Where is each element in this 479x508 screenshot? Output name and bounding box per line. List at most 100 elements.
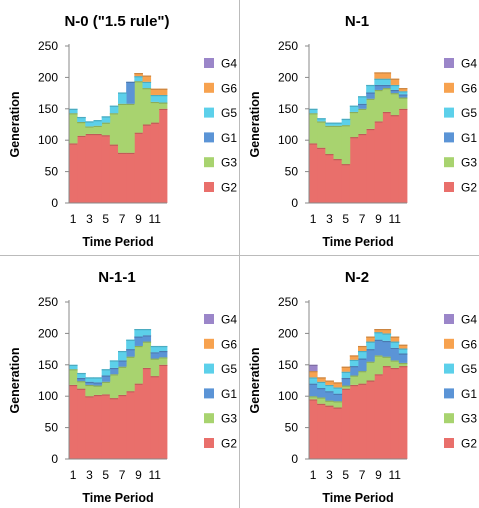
x-tick-label: 3 — [86, 212, 93, 226]
bar-top-edge — [69, 143, 78, 145]
bar-g3-t11 — [150, 358, 160, 377]
bar-g6-t4 — [333, 382, 343, 388]
bar-top-edge — [150, 376, 160, 378]
bar-top-edge — [77, 135, 86, 137]
bar-top-edge — [158, 108, 168, 110]
bar-g3-t2 — [77, 381, 86, 389]
bar-top-edge — [85, 133, 94, 136]
bar-g3-t9 — [134, 345, 143, 384]
bar-top-edge — [142, 75, 152, 77]
bar-top-edge — [109, 144, 119, 146]
bar-top-edge — [126, 356, 135, 358]
y-tick-label: 200 — [38, 70, 58, 84]
x-tick-label: 9 — [135, 212, 142, 226]
bar-top-edge — [93, 125, 103, 127]
bar-top-edge — [158, 345, 168, 348]
x-tick-label: 1 — [310, 212, 317, 226]
bar-top-edge — [309, 143, 318, 145]
bar-top-edge — [341, 118, 351, 121]
bar-g2-t8 — [126, 152, 135, 203]
bar-top-edge — [390, 360, 400, 362]
bar-g6-t7 — [358, 345, 367, 351]
bar-g6-t5 — [341, 366, 351, 372]
y-tick-label: 100 — [38, 389, 58, 403]
bar-g5-t11 — [150, 345, 160, 353]
y-tick-label: 0 — [51, 452, 58, 466]
y-tick-label: 100 — [38, 133, 58, 147]
bar-g3-t12 — [158, 102, 168, 109]
bar-top-edge — [341, 164, 351, 166]
bar-g2-t5 — [101, 394, 111, 459]
bar-top-edge — [358, 350, 367, 353]
bar-g5-t2 — [317, 118, 326, 122]
legend-swatch-g3 — [444, 413, 454, 424]
bar-g5-t7 — [358, 350, 367, 359]
bar-top-edge — [382, 88, 392, 90]
bar-g2-t11 — [150, 122, 160, 203]
bar-g6-t11 — [390, 78, 400, 85]
bar-top-edge — [390, 367, 400, 370]
legend-label-g1: G1 — [461, 387, 477, 401]
bar-g2-t1 — [69, 384, 78, 459]
bar-g3-t10 — [382, 88, 392, 112]
bar-top-edge — [69, 384, 78, 387]
bar-g1-t10 — [382, 84, 392, 89]
bar-top-edge — [349, 375, 359, 377]
bar-top-edge — [77, 116, 86, 119]
y-tick-label: 0 — [51, 196, 58, 210]
bar-top-edge — [109, 398, 119, 400]
bar-top-edge — [398, 353, 408, 355]
bar-g1-t2 — [77, 377, 86, 382]
legend-label-g1: G1 — [221, 387, 237, 401]
bar-top-edge — [142, 367, 152, 370]
legend-swatch-g3 — [204, 413, 214, 424]
bar-g3-t2 — [317, 397, 326, 404]
bar-top-edge — [134, 81, 143, 83]
bar-top-edge — [101, 381, 111, 383]
bar-top-edge — [109, 374, 119, 376]
legend-swatch-g4 — [444, 58, 454, 68]
bar-top-edge — [358, 103, 367, 105]
bar-g2-t9 — [134, 132, 143, 203]
bar-top-edge — [77, 377, 86, 380]
legend-label-g4: G4 — [221, 313, 237, 327]
bar-top-edge — [126, 81, 135, 83]
bar-g1-t3 — [325, 391, 334, 401]
legend-label-g1: G1 — [461, 131, 477, 145]
bar-g3-t2 — [317, 121, 326, 148]
x-tick-label: 5 — [342, 468, 349, 482]
x-tick-label: 3 — [326, 468, 333, 482]
legend-swatch-g3 — [444, 157, 454, 168]
bar-g5-t6 — [349, 359, 359, 367]
bar-g1-t8 — [366, 92, 375, 99]
bar-top-edge — [309, 377, 318, 379]
bar-g1-t7 — [118, 360, 127, 367]
bar-g5-t6 — [109, 105, 119, 114]
bar-top-edge — [333, 387, 343, 389]
legend-swatch-g2 — [444, 182, 454, 192]
bar-g3-t7 — [118, 366, 127, 395]
bar-g5-t10 — [142, 329, 152, 336]
bar-g1-t6 — [349, 366, 359, 376]
x-tick-label: 11 — [149, 468, 162, 482]
bar-top-edge — [349, 355, 359, 357]
bar-top-edge — [93, 394, 103, 397]
bar-top-edge — [382, 72, 392, 74]
bar-g5-t4 — [333, 387, 343, 394]
bar-g5-t12 — [398, 348, 408, 354]
bar-top-edge — [382, 356, 392, 358]
y-axis-label: Generation — [248, 348, 262, 414]
bar-g5-t2 — [77, 372, 86, 378]
bar-g3-t7 — [358, 371, 367, 384]
y-tick-label: 250 — [278, 39, 298, 53]
bar-g1-t7 — [358, 358, 367, 372]
x-tick-label: 7 — [359, 468, 366, 482]
bar-top-edge — [317, 397, 326, 399]
bar-top-edge — [101, 394, 111, 396]
bar-g3-t3 — [325, 125, 334, 155]
bar-g5-t3 — [325, 122, 334, 126]
bar-g5-t9 — [374, 78, 383, 85]
bar-top-edge — [142, 81, 152, 83]
bar-g1-t12 — [398, 94, 408, 98]
bar-g2-t11 — [390, 115, 400, 203]
